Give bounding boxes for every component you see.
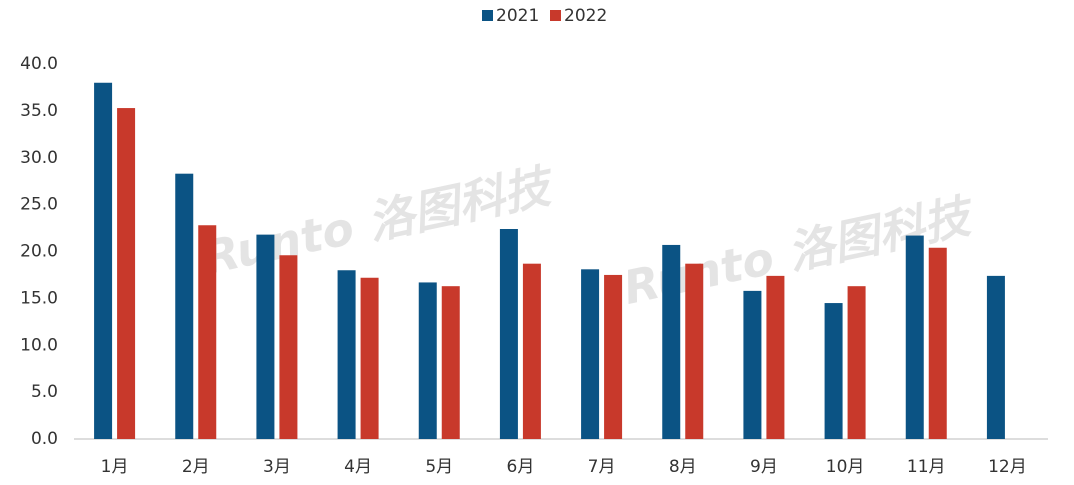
bar: [279, 255, 298, 439]
bar: [418, 282, 437, 439]
legend-swatch: [550, 10, 561, 21]
bar: [175, 173, 194, 439]
legend-label: 2021: [496, 6, 539, 26]
bar: [766, 275, 785, 439]
x-tick-label: 3月: [263, 457, 291, 477]
y-tick-label: 40.0: [20, 54, 58, 74]
bar: [441, 286, 460, 439]
x-tick-label: 8月: [669, 457, 697, 477]
bar: [847, 286, 866, 439]
y-tick-label: 30.0: [20, 148, 58, 168]
x-tick-label: 7月: [588, 457, 616, 477]
bar: [743, 290, 762, 439]
x-tick-label: 6月: [507, 457, 535, 477]
bar: [94, 82, 113, 439]
y-tick-label: 25.0: [20, 195, 58, 215]
x-tick-label: 1月: [101, 457, 129, 477]
y-tick-label: 0.0: [31, 429, 58, 449]
legend-swatch: [482, 10, 493, 21]
bar: [905, 235, 924, 439]
bar: [685, 263, 704, 439]
x-tick-label: 12月: [988, 457, 1027, 477]
x-tick-label: 9月: [750, 457, 778, 477]
bar: [522, 263, 541, 439]
bar: [117, 108, 136, 439]
bar: [337, 270, 356, 439]
y-tick-label: 20.0: [20, 242, 58, 262]
bar: [986, 275, 1005, 439]
bar: [928, 247, 947, 439]
bar: [824, 303, 843, 439]
bar: [604, 274, 623, 439]
bar: [198, 225, 217, 439]
x-tick-label: 10月: [826, 457, 865, 477]
legend-label: 2022: [564, 6, 607, 26]
bar: [662, 244, 681, 439]
bar: [499, 229, 518, 439]
bar: [360, 277, 379, 439]
bar: [581, 269, 600, 439]
y-tick-label: 10.0: [20, 335, 58, 355]
x-tick-label: 11月: [907, 457, 946, 477]
y-tick-label: 5.0: [31, 382, 58, 402]
x-tick-label: 2月: [182, 457, 210, 477]
y-tick-label: 35.0: [20, 101, 58, 121]
y-tick-label: 15.0: [20, 288, 58, 308]
x-tick-label: 4月: [344, 457, 372, 477]
bar: [256, 234, 275, 439]
x-tick-label: 5月: [425, 457, 453, 477]
